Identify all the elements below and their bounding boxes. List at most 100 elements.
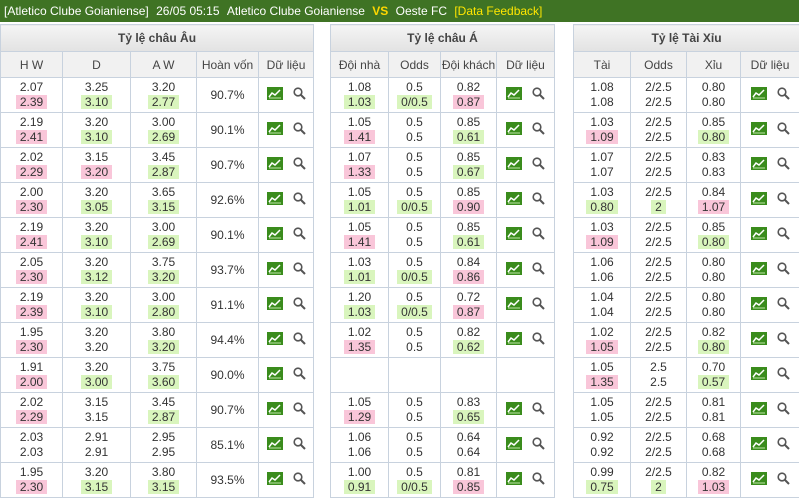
chart-icon[interactable] bbox=[751, 437, 767, 453]
chart-icon[interactable] bbox=[267, 122, 283, 138]
chart-icon[interactable] bbox=[751, 262, 767, 278]
search-icon[interactable] bbox=[293, 437, 306, 453]
chart-icon[interactable] bbox=[751, 297, 767, 313]
chart-icon[interactable] bbox=[506, 472, 522, 488]
search-icon[interactable] bbox=[293, 402, 306, 418]
current-odds: 3.20 bbox=[148, 270, 179, 284]
opening-odds: 0.5 bbox=[406, 115, 423, 129]
chart-icon[interactable] bbox=[267, 192, 283, 208]
search-icon[interactable] bbox=[777, 437, 790, 453]
search-icon[interactable] bbox=[532, 297, 545, 313]
search-icon[interactable] bbox=[532, 332, 545, 348]
search-icon[interactable] bbox=[532, 192, 545, 208]
search-icon[interactable] bbox=[532, 87, 545, 103]
current-odds: 1.09 bbox=[586, 235, 617, 249]
chart-icon[interactable] bbox=[506, 227, 522, 243]
search-icon[interactable] bbox=[293, 192, 306, 208]
chart-icon[interactable] bbox=[751, 367, 767, 383]
column-header: Tài bbox=[574, 52, 631, 78]
chart-icon[interactable] bbox=[267, 437, 283, 453]
current-line: 0.80 bbox=[687, 305, 740, 320]
current-line: 0.68 bbox=[687, 445, 740, 460]
search-icon-graphic bbox=[293, 192, 306, 205]
chart-icon[interactable] bbox=[267, 367, 283, 383]
opening-odds: 0.5 bbox=[406, 430, 423, 444]
current-odds: 2.41 bbox=[16, 235, 47, 249]
search-icon[interactable] bbox=[293, 472, 306, 488]
chart-icon[interactable] bbox=[751, 227, 767, 243]
search-icon-graphic bbox=[532, 262, 545, 275]
search-icon[interactable] bbox=[777, 332, 790, 348]
chart-icon[interactable] bbox=[751, 87, 767, 103]
search-icon[interactable] bbox=[293, 367, 306, 383]
current-odds: 1.03 bbox=[698, 480, 729, 494]
search-icon[interactable] bbox=[293, 227, 306, 243]
search-icon[interactable] bbox=[532, 472, 545, 488]
search-icon[interactable] bbox=[532, 157, 545, 173]
chart-icon[interactable] bbox=[751, 332, 767, 348]
chart-icon[interactable] bbox=[267, 402, 283, 418]
search-icon[interactable] bbox=[293, 332, 306, 348]
chart-icon[interactable] bbox=[506, 437, 522, 453]
search-icon[interactable] bbox=[532, 262, 545, 278]
chart-icon[interactable] bbox=[506, 87, 522, 103]
chart-icon-graphic bbox=[506, 87, 522, 100]
chart-icon[interactable] bbox=[267, 472, 283, 488]
chart-icon-graphic bbox=[751, 472, 767, 485]
chart-icon[interactable] bbox=[267, 227, 283, 243]
current-line: 0.61 bbox=[441, 235, 496, 250]
chart-icon[interactable] bbox=[751, 157, 767, 173]
search-icon[interactable] bbox=[777, 157, 790, 173]
search-icon[interactable] bbox=[777, 192, 790, 208]
opening-line: 0.83 bbox=[687, 150, 740, 165]
search-icon[interactable] bbox=[777, 262, 790, 278]
chart-icon[interactable] bbox=[506, 402, 522, 418]
search-icon[interactable] bbox=[532, 402, 545, 418]
search-icon[interactable] bbox=[532, 122, 545, 138]
search-icon[interactable] bbox=[777, 87, 790, 103]
opening-line: 3.45 bbox=[131, 395, 196, 410]
opening-line: 1.03 bbox=[574, 220, 630, 235]
search-icon[interactable] bbox=[532, 227, 545, 243]
search-icon[interactable] bbox=[293, 157, 306, 173]
search-icon[interactable] bbox=[532, 437, 545, 453]
search-icon[interactable] bbox=[293, 262, 306, 278]
search-icon[interactable] bbox=[777, 402, 790, 418]
chart-icon[interactable] bbox=[267, 297, 283, 313]
league[interactable]: [Atletico Clube Goianiense] bbox=[4, 4, 149, 18]
search-icon[interactable] bbox=[293, 297, 306, 313]
search-icon[interactable] bbox=[293, 122, 306, 138]
chart-icon[interactable] bbox=[751, 192, 767, 208]
search-icon[interactable] bbox=[777, 472, 790, 488]
chart-icon[interactable] bbox=[751, 402, 767, 418]
chart-icon[interactable] bbox=[506, 157, 522, 173]
search-icon[interactable] bbox=[777, 122, 790, 138]
chart-icon[interactable] bbox=[506, 332, 522, 348]
current-line: 3.20 bbox=[131, 270, 196, 285]
chart-icon[interactable] bbox=[506, 297, 522, 313]
chart-icon[interactable] bbox=[506, 262, 522, 278]
current-line: 2.69 bbox=[131, 235, 196, 250]
search-icon-graphic bbox=[293, 367, 306, 380]
chart-icon[interactable] bbox=[506, 192, 522, 208]
search-icon[interactable] bbox=[777, 297, 790, 313]
chart-icon[interactable] bbox=[506, 122, 522, 138]
search-icon[interactable] bbox=[777, 227, 790, 243]
search-icon-graphic bbox=[777, 437, 790, 450]
chart-icon[interactable] bbox=[267, 87, 283, 103]
current-odds: 0/0.5 bbox=[397, 480, 432, 494]
chart-icon[interactable] bbox=[267, 332, 283, 348]
data-icons bbox=[501, 227, 550, 241]
search-icon[interactable] bbox=[777, 367, 790, 383]
current-line: 0.62 bbox=[441, 340, 496, 355]
chart-icon[interactable] bbox=[751, 122, 767, 138]
search-icon[interactable] bbox=[293, 87, 306, 103]
data-feedback[interactable]: [Data Feedback] bbox=[454, 4, 542, 18]
current-odds: 2.91 bbox=[85, 445, 108, 459]
chart-icon[interactable] bbox=[751, 472, 767, 488]
chart-icon[interactable] bbox=[267, 262, 283, 278]
chart-icon[interactable] bbox=[267, 157, 283, 173]
